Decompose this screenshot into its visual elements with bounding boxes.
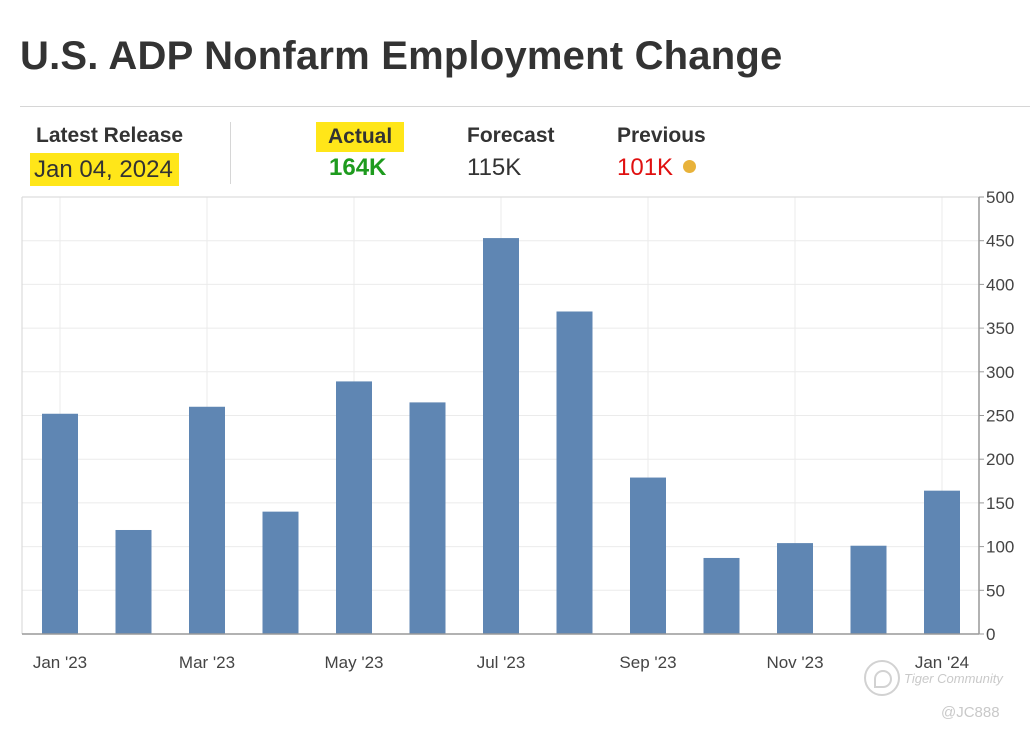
- tiger-logo-icon: [864, 660, 900, 696]
- bar-may-23: [336, 381, 372, 634]
- watermark: Tiger Community: [864, 660, 1003, 696]
- actual-block: Actual 164K: [316, 122, 405, 182]
- bar-sep-23: [630, 477, 666, 634]
- y-tick-label-250: 250: [986, 407, 1014, 426]
- bar-nov-23: [777, 543, 813, 634]
- y-tick-label-100: 100: [986, 538, 1014, 557]
- forecast-label: Forecast: [467, 124, 555, 147]
- x-tick-label-0: Jan '23: [33, 653, 87, 672]
- x-tick-label-6: Jul '23: [477, 653, 526, 672]
- revision-dot-icon: [683, 160, 697, 174]
- bar-feb-23: [115, 529, 152, 634]
- bar-aug-23: [556, 311, 593, 634]
- y-tick-label-450: 450: [986, 232, 1014, 251]
- x-tick-label-4: May '23: [325, 653, 384, 672]
- bar-oct-23: [703, 557, 740, 634]
- y-tick-label-400: 400: [986, 275, 1014, 294]
- latest-release-label: Latest Release: [36, 124, 184, 147]
- x-tick-label-8: Sep '23: [619, 653, 676, 672]
- actual-label: Actual: [316, 122, 405, 152]
- bar-apr-23: [262, 511, 299, 634]
- x-tick-label-12: Jan '24: [915, 653, 969, 672]
- watermark-brand: Tiger Community: [904, 670, 1003, 686]
- watermark-handle: @JC888: [941, 704, 1000, 721]
- y-tick-label-500: 500: [986, 188, 1014, 207]
- y-tick-label-350: 350: [986, 319, 1014, 338]
- stats-divider: [230, 122, 231, 184]
- bar-mar-23: [189, 406, 225, 634]
- y-tick-label-300: 300: [986, 363, 1014, 382]
- y-tick-label-0: 0: [986, 625, 995, 644]
- actual-value: 164K: [329, 154, 387, 181]
- y-tick-label-200: 200: [986, 450, 1014, 469]
- x-tick-label-2: Mar '23: [179, 653, 235, 672]
- previous-block: Previous 101K: [617, 124, 706, 182]
- previous-label: Previous: [617, 124, 706, 147]
- page-title: U.S. ADP Nonfarm Employment Change: [20, 34, 783, 78]
- bar-jan-23: [42, 413, 78, 634]
- y-tick-label-150: 150: [986, 494, 1014, 513]
- y-tick-label-50: 50: [986, 581, 1005, 600]
- bar-jun-23: [409, 402, 446, 634]
- bar-dec-23: [850, 545, 887, 634]
- bar-jan-24: [924, 490, 960, 634]
- x-tick-label-10: Nov '23: [766, 653, 823, 672]
- forecast-block: Forecast 115K: [467, 124, 555, 182]
- forecast-value: 115K: [467, 154, 522, 181]
- bar-jul-23: [483, 238, 519, 634]
- title-divider: [20, 106, 1030, 107]
- latest-release-value: Jan 04, 2024: [30, 153, 179, 186]
- previous-value: 101K: [617, 154, 674, 181]
- latest-release-block: Latest Release Jan 04, 2024: [30, 124, 184, 186]
